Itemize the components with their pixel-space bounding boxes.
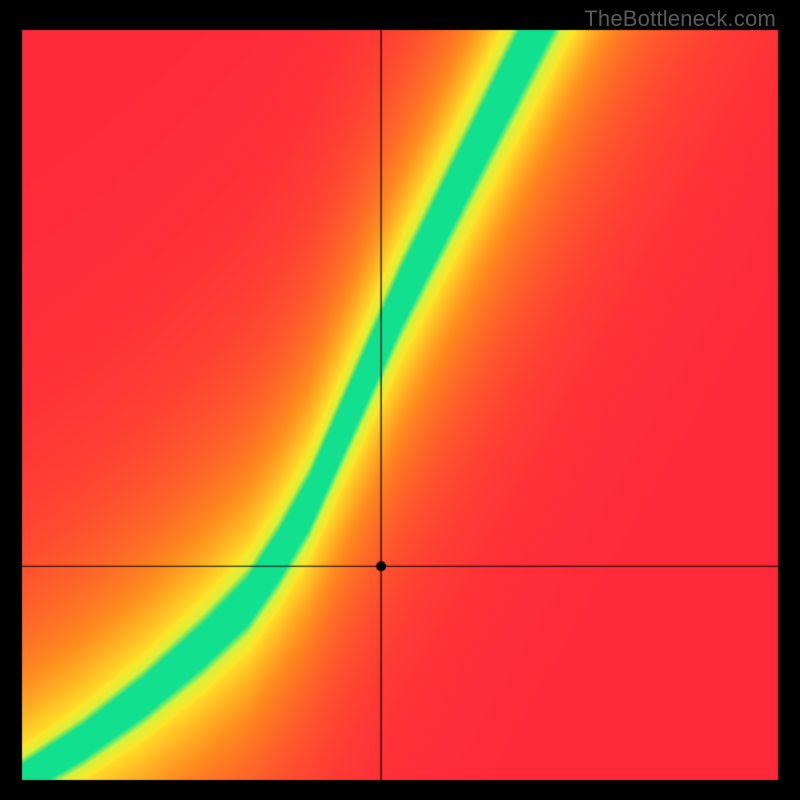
heatmap-canvas	[0, 0, 800, 800]
chart-container: TheBottleneck.com	[0, 0, 800, 800]
watermark-label: TheBottleneck.com	[584, 6, 776, 32]
